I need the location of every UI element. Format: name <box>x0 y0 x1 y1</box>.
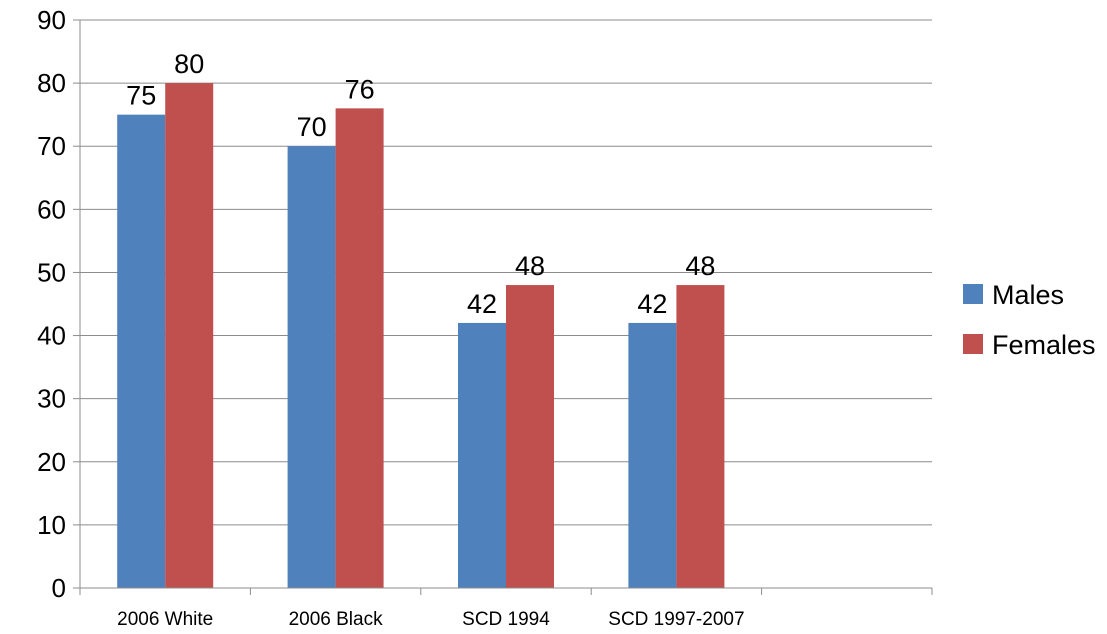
x-tick-label-2006-white: 2006 White <box>117 609 213 630</box>
data-label-females-2006-black: 76 <box>345 74 375 104</box>
y-tick-label: 10 <box>37 510 66 540</box>
y-tick-label: 30 <box>37 384 66 414</box>
bar-females-scd-1997-2007 <box>676 285 725 588</box>
data-label-males-2006-black: 70 <box>297 112 327 142</box>
legend-label-females: Females <box>992 330 1096 360</box>
y-tick-label: 50 <box>37 257 66 287</box>
data-labels: 75 80 70 76 42 48 42 48 <box>126 49 715 319</box>
y-tick-label: 80 <box>37 68 66 98</box>
bar-males-scd-1997-2007 <box>628 322 677 588</box>
bar-females-2006-white <box>165 83 214 588</box>
data-label-males-2006-white: 75 <box>126 81 156 111</box>
bar-females-2006-black <box>335 108 384 588</box>
y-tick-label: 20 <box>37 447 66 477</box>
data-label-males-scd-1997-2007: 42 <box>637 289 667 319</box>
legend: Males Females <box>963 280 1096 360</box>
data-label-females-scd-1997-2007: 48 <box>685 251 715 281</box>
data-label-females-scd-1994: 48 <box>515 251 545 281</box>
y-tick-label: 40 <box>37 321 66 351</box>
gridlines <box>80 19 932 526</box>
data-label-females-2006-white: 80 <box>174 49 204 79</box>
x-axis-labels: 2006 White 2006 Black SCD 1994 SCD 1997-200… <box>117 609 744 630</box>
x-tick-label-scd-1997-2007: SCD 1997-2007 <box>608 609 744 630</box>
y-tick-label: 60 <box>37 194 66 224</box>
x-tick-label-scd-1994: SCD 1994 <box>462 609 550 630</box>
bar-males-2006-white <box>117 114 166 589</box>
legend-swatch-females <box>963 334 983 354</box>
x-tick-label-2006-black: 2006 Black <box>289 609 384 630</box>
legend-swatch-males <box>963 284 983 304</box>
y-axis-ticks: 0 10 20 30 40 50 60 70 80 90 <box>37 5 80 603</box>
legend-label-males: Males <box>992 280 1064 310</box>
bar-females-scd-1994 <box>506 285 554 588</box>
y-tick-label: 0 <box>52 573 66 603</box>
data-label-males-scd-1994: 42 <box>467 289 497 319</box>
bar-males-scd-1994 <box>458 322 506 588</box>
y-tick-label: 90 <box>37 5 66 35</box>
y-tick-label: 70 <box>37 131 66 161</box>
bars <box>117 83 725 589</box>
bar-males-2006-black <box>287 146 336 588</box>
axes <box>79 20 933 595</box>
